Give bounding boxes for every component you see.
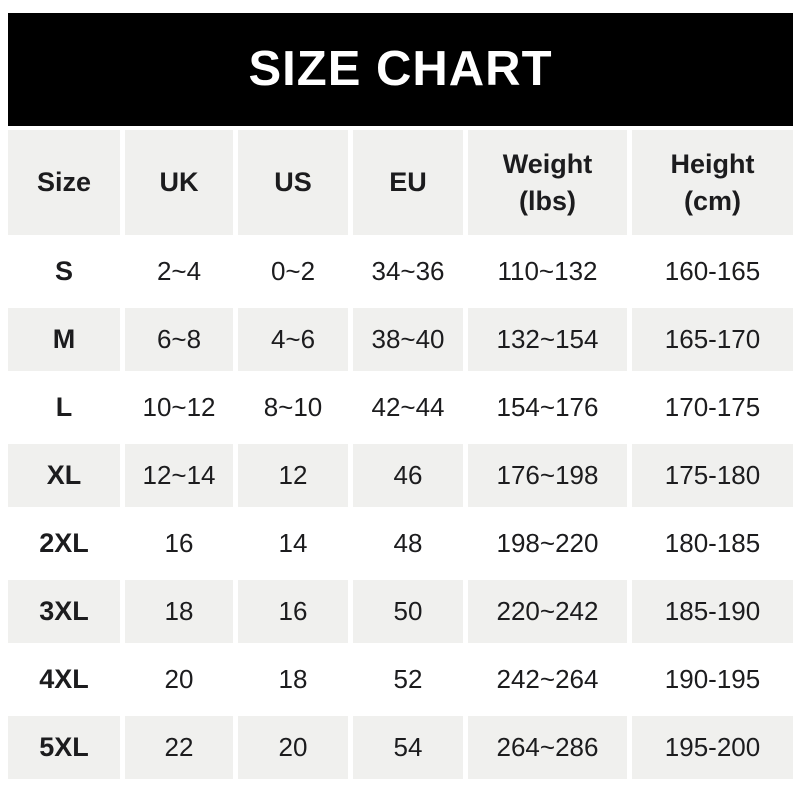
cell-3xl-uk: 18 — [125, 580, 233, 643]
cell-m-us: 4~6 — [238, 308, 348, 371]
row-size-label-5xl: 5XL — [8, 716, 120, 779]
cell-3xl-eu: 50 — [353, 580, 463, 643]
cell-3xl-us: 16 — [238, 580, 348, 643]
cell-s-height-cm: 160-165 — [632, 240, 793, 303]
cell-3xl-height-cm: 185-190 — [632, 580, 793, 643]
row-size-label-l: L — [8, 376, 120, 439]
row-size-label-4xl: 4XL — [8, 648, 120, 711]
cell-5xl-us: 20 — [238, 716, 348, 779]
column-header-eu: EU — [353, 130, 463, 235]
size-chart-table: Size UK US EU Weight (lbs) Height (cm) S 2~4 0~2… — [8, 130, 793, 779]
column-header-size: Size — [8, 130, 120, 235]
column-header-height-cm: Height (cm) — [632, 130, 793, 235]
cell-s-weight-lbs: 110~132 — [468, 240, 627, 303]
cell-m-height-cm: 165-170 — [632, 308, 793, 371]
cell-4xl-us: 18 — [238, 648, 348, 711]
cell-l-eu: 42~44 — [353, 376, 463, 439]
cell-4xl-height-cm: 190-195 — [632, 648, 793, 711]
cell-l-height-cm: 170-175 — [632, 376, 793, 439]
cell-m-uk: 6~8 — [125, 308, 233, 371]
cell-m-weight-lbs: 132~154 — [468, 308, 627, 371]
cell-5xl-height-cm: 195-200 — [632, 716, 793, 779]
row-size-label-xl: XL — [8, 444, 120, 507]
cell-2xl-height-cm: 180-185 — [632, 512, 793, 575]
cell-l-uk: 10~12 — [125, 376, 233, 439]
cell-xl-height-cm: 175-180 — [632, 444, 793, 507]
column-header-us: US — [238, 130, 348, 235]
row-size-label-2xl: 2XL — [8, 512, 120, 575]
cell-s-us: 0~2 — [238, 240, 348, 303]
row-size-label-s: S — [8, 240, 120, 303]
cell-xl-eu: 46 — [353, 444, 463, 507]
cell-5xl-uk: 22 — [125, 716, 233, 779]
title-banner: SIZE CHART — [8, 13, 793, 126]
cell-2xl-us: 14 — [238, 512, 348, 575]
cell-l-us: 8~10 — [238, 376, 348, 439]
cell-m-eu: 38~40 — [353, 308, 463, 371]
cell-s-uk: 2~4 — [125, 240, 233, 303]
column-header-uk: UK — [125, 130, 233, 235]
cell-2xl-eu: 48 — [353, 512, 463, 575]
cell-4xl-uk: 20 — [125, 648, 233, 711]
cell-4xl-weight-lbs: 242~264 — [468, 648, 627, 711]
cell-3xl-weight-lbs: 220~242 — [468, 580, 627, 643]
cell-5xl-eu: 54 — [353, 716, 463, 779]
cell-l-weight-lbs: 154~176 — [468, 376, 627, 439]
cell-4xl-eu: 52 — [353, 648, 463, 711]
row-size-label-3xl: 3XL — [8, 580, 120, 643]
cell-5xl-weight-lbs: 264~286 — [468, 716, 627, 779]
cell-2xl-weight-lbs: 198~220 — [468, 512, 627, 575]
column-header-weight-lbs: Weight (lbs) — [468, 130, 627, 235]
cell-s-eu: 34~36 — [353, 240, 463, 303]
cell-xl-us: 12 — [238, 444, 348, 507]
cell-xl-weight-lbs: 176~198 — [468, 444, 627, 507]
cell-2xl-uk: 16 — [125, 512, 233, 575]
cell-xl-uk: 12~14 — [125, 444, 233, 507]
row-size-label-m: M — [8, 308, 120, 371]
page-title: SIZE CHART — [248, 42, 553, 96]
